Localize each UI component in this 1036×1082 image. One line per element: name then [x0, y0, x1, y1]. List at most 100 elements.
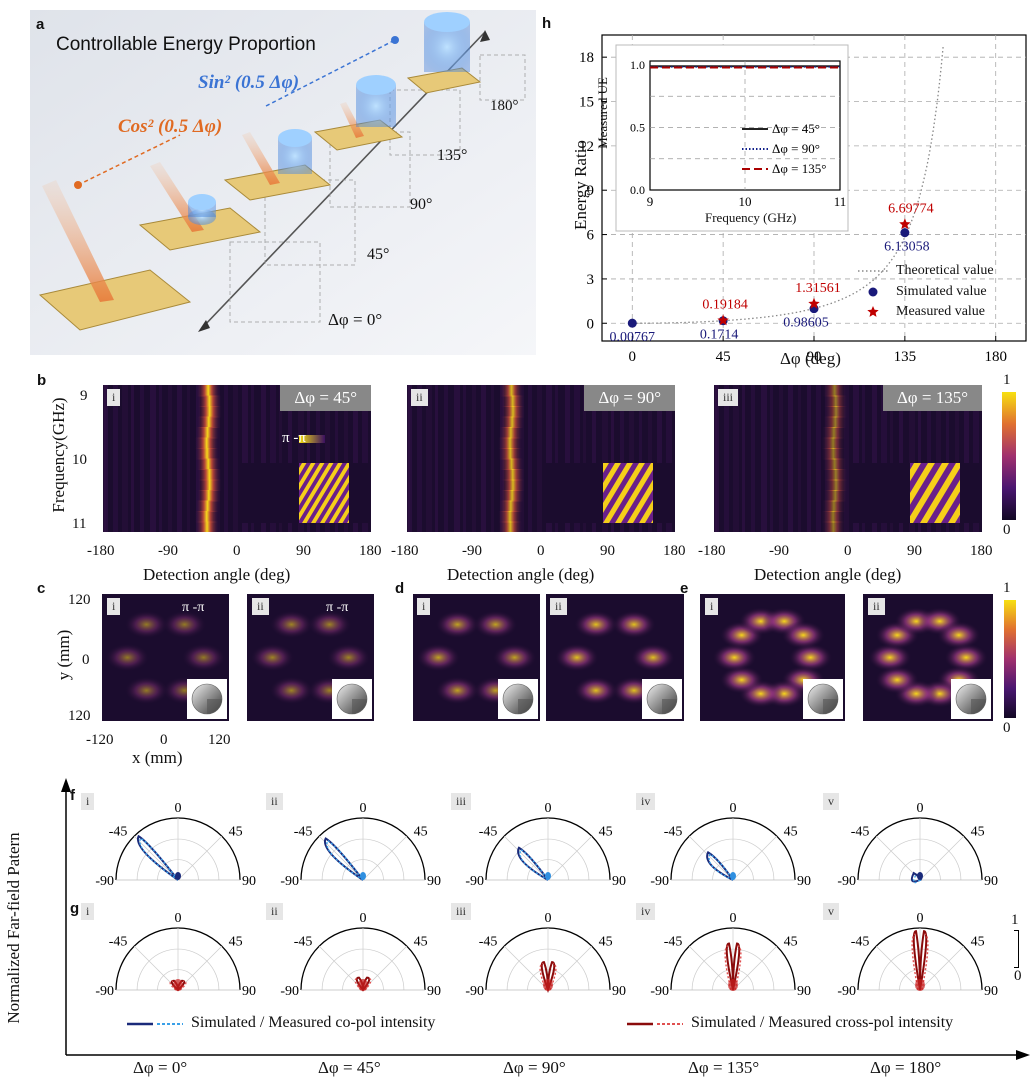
polar-ylabel: Normalized Far-field Patern	[4, 832, 23, 1024]
h-ytick-0: 0	[587, 316, 595, 332]
b-xlabel-3: Detection angle (deg)	[754, 565, 902, 584]
polar-spoke	[503, 835, 549, 881]
polar-co-center	[360, 872, 366, 880]
heatmap-135: Δφ = 135°	[714, 385, 982, 532]
heatmap-streak	[816, 385, 821, 532]
heatmap-streak	[444, 385, 448, 532]
heatmap-streak	[344, 385, 348, 532]
heatmap-streak	[298, 385, 304, 532]
field-lobe	[554, 643, 599, 672]
heatmap-streak	[307, 385, 310, 532]
b-xtick-1-1: -90	[462, 543, 482, 559]
c-xtick-mid: 0	[160, 732, 168, 748]
polar-angle-label: -90	[837, 984, 856, 999]
field-lobe	[416, 643, 461, 672]
heatmap-streak	[927, 385, 931, 532]
polar-angle-label: -45	[664, 824, 683, 839]
polar-angle-label: 90	[984, 874, 998, 889]
polar-cross-meas-lobe	[539, 962, 557, 991]
heatmap-streak	[335, 385, 338, 532]
field-lobe	[944, 643, 989, 672]
field-lobe	[719, 665, 764, 694]
e-colorbar	[1004, 600, 1016, 718]
heatmap-2-phase-inset	[850, 463, 982, 523]
polar-tag-g-2: iii	[451, 903, 472, 920]
h-ytick-12: 12	[579, 139, 594, 155]
inset-xtick-11: 11	[834, 194, 847, 209]
field-lobe	[124, 676, 169, 705]
heatmap-1-main-beam	[499, 458, 524, 470]
heatmap-streak	[761, 385, 767, 532]
heatmap-streak	[435, 385, 438, 532]
polar-tag-g-1: ii	[266, 903, 283, 920]
polar-tag-f-3: iv	[636, 793, 656, 810]
heatmap-1-main-beam	[500, 490, 525, 502]
heatmap-streak	[648, 385, 652, 532]
heatmap-2-main-beam	[821, 521, 846, 532]
heatmap-streak	[574, 385, 580, 532]
heatmap-streak	[964, 385, 969, 532]
polar-co-center	[730, 872, 736, 880]
field-map-e-i	[700, 594, 845, 721]
polar-spoke	[875, 835, 921, 881]
e-cbar-max: 1	[1003, 580, 1011, 596]
heatmap-streak	[251, 385, 254, 532]
b-xtick-0-3: 90	[296, 543, 311, 559]
field-lobe	[492, 643, 537, 672]
b-tag-i: i	[107, 389, 121, 406]
heatmap-2-main-beam	[824, 479, 849, 491]
heatmap-90-title: Δφ = 90°	[584, 385, 675, 411]
b-xtick-1-3: 90	[600, 543, 615, 559]
field-lobe	[631, 643, 676, 672]
polar-angle-label: 0	[175, 911, 182, 926]
heatmap-streak	[131, 385, 134, 532]
polar-angle-label: 0	[545, 801, 552, 816]
b-ytick-9: 9	[80, 388, 88, 404]
panel-a: a Controllable Energy Proportion Sin² (0…	[30, 10, 536, 355]
b-inset-phase-label: π -π	[282, 430, 306, 446]
polar-tag-g-3: iv	[636, 903, 656, 920]
b-xtick-2-1: -90	[769, 543, 789, 559]
inset-xlabel: Frequency (GHz)	[705, 210, 797, 225]
panel-b-label: b	[37, 372, 47, 389]
polar-angle-label: 0	[175, 801, 182, 816]
polar-angle-label: 45	[229, 824, 243, 839]
heatmap-1-main-beam	[500, 469, 525, 481]
heatmap-2-main-beam	[824, 406, 849, 418]
polar-cross-meas-lobe	[724, 945, 742, 991]
heatmap-streak	[770, 385, 773, 532]
heatmap-90: Δφ = 90°	[407, 385, 675, 532]
c-ytick-bot: 120	[68, 708, 91, 724]
heatmap-streak	[881, 385, 887, 532]
polar-g-1: -90 -45 0 45 90	[280, 911, 441, 999]
h-mea-label-135: 6.69774	[888, 201, 934, 216]
polar-spoke	[362, 835, 408, 881]
b-ylabel: Frequency(GHz)	[49, 397, 68, 513]
polar-cross-center	[728, 979, 738, 991]
heatmap-streak	[733, 385, 739, 532]
heatmap-1-main-beam	[498, 500, 523, 512]
heatmap-2-canvas	[714, 385, 982, 532]
heatmap-streak	[602, 385, 608, 532]
heatmap-streak	[177, 385, 182, 532]
panel-a-label: a	[36, 16, 45, 33]
b-xtick-1-4: 180	[663, 543, 686, 559]
h-sim-label-90: 0.98605	[783, 316, 829, 331]
heatmap-streak	[724, 385, 729, 532]
heatmap-streak	[224, 385, 228, 532]
field-map-d-ii	[546, 594, 684, 721]
heatmap-streak	[463, 385, 466, 532]
field-lobe	[473, 610, 518, 639]
heatmap-1-main-beam	[498, 521, 523, 532]
heatmap-streak	[270, 385, 276, 532]
polar-angle-label: 45	[784, 824, 798, 839]
heatmap-2-main-beam	[823, 490, 848, 502]
heatmap-streak	[666, 385, 672, 532]
field-lobe	[936, 621, 981, 650]
panel-e-label: e	[680, 580, 689, 597]
b-cbar-min: 0	[1003, 522, 1011, 538]
heatmap-streak	[798, 385, 801, 532]
c-tag-i: i	[107, 598, 121, 615]
heatmap-streak	[583, 385, 586, 532]
polar-angle-label: 0	[545, 911, 552, 926]
